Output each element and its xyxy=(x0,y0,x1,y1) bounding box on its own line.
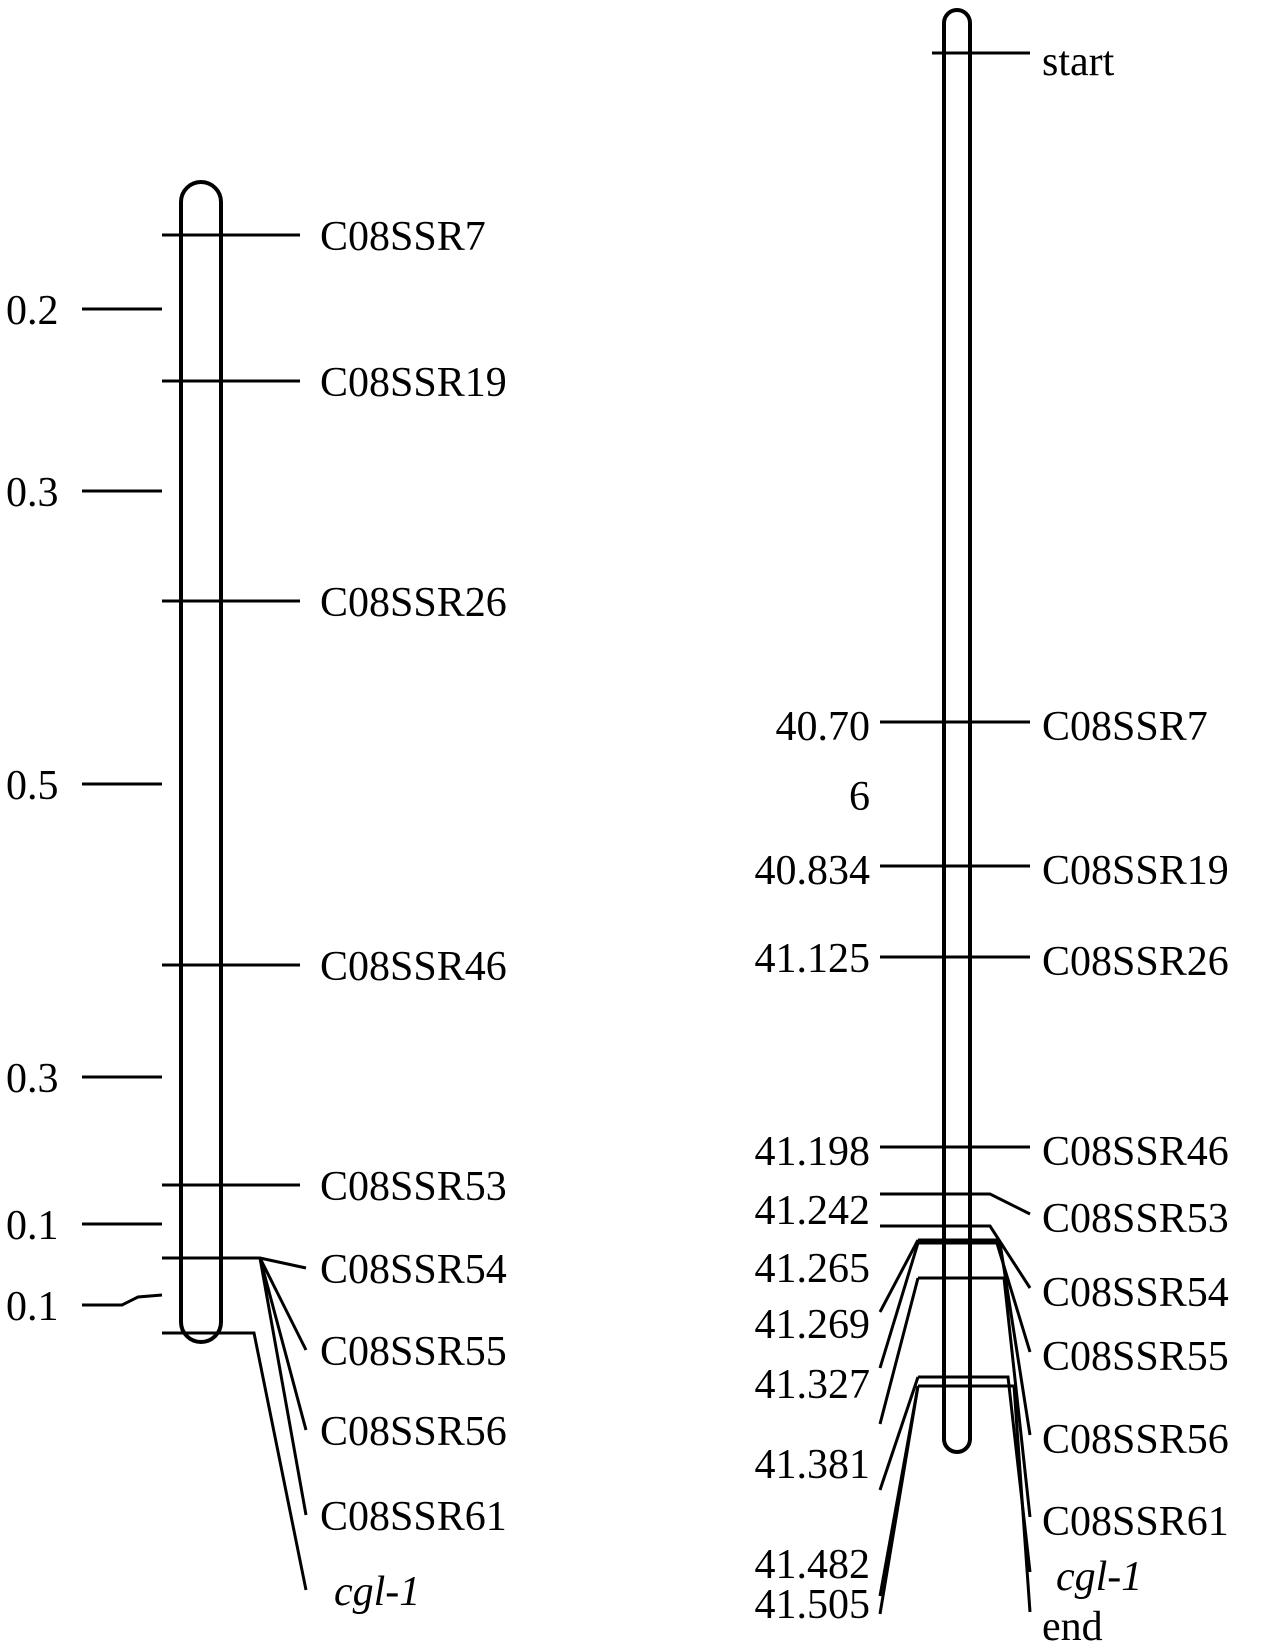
right-start-label: start xyxy=(1042,39,1115,85)
right-position-label: 41.242 xyxy=(755,1188,871,1234)
right-gene-label: cgl-1 xyxy=(1056,1554,1142,1600)
right-physical-map: start C08SSR7 C08SSR19 C08SSR26 C08SSR46… xyxy=(755,8,1229,1648)
right-position-label: 6 xyxy=(849,774,870,820)
left-marker-line-c08ssr61 xyxy=(258,1257,308,1516)
right-marker-label: C08SSR61 xyxy=(1042,1499,1229,1545)
left-linkage-map: C08SSR7 C08SSR19 C08SSR26 C08SSR46 C08SS… xyxy=(6,180,507,1615)
left-marker-label: C08SSR7 xyxy=(320,214,486,260)
left-marker-label: C08SSR53 xyxy=(320,1164,507,1210)
right-marker-line-c08ssr55 xyxy=(918,1238,1032,1353)
right-marker-label: C08SSR56 xyxy=(1042,1417,1229,1463)
right-position-connector xyxy=(878,1242,920,1369)
left-marker-label: C08SSR56 xyxy=(320,1409,507,1455)
right-marker-label: C08SSR53 xyxy=(1042,1196,1229,1242)
right-marker-line-c08ssr53 xyxy=(880,1192,1031,1216)
right-marker-line-c08ssr56 xyxy=(918,1241,1032,1436)
left-chromosome-bar xyxy=(179,180,223,1344)
left-marker-line-c08ssr56 xyxy=(258,1257,308,1431)
left-interval-label: 0.2 xyxy=(6,288,59,334)
right-position-label: 41.505 xyxy=(755,1582,871,1628)
right-end-label: end xyxy=(1042,1604,1103,1648)
left-marker-line-cgl-1 xyxy=(162,1331,308,1591)
right-position-label: 41.125 xyxy=(755,936,871,982)
right-marker-label: C08SSR54 xyxy=(1042,1270,1229,1316)
right-chromosome-bar xyxy=(942,8,972,1454)
right-marker-label: C08SSR46 xyxy=(1042,1129,1229,1175)
right-marker-line-c08ssr61 xyxy=(918,1276,1032,1518)
left-interval-line xyxy=(82,1293,163,1307)
right-position-label: 40.70 xyxy=(776,704,871,750)
right-position-connector xyxy=(878,1239,920,1313)
right-marker-line-c08ssr54 xyxy=(918,1224,1032,1289)
right-position-label: 41.482 xyxy=(755,1542,871,1588)
right-marker-line-cgl-1 xyxy=(918,1375,1032,1573)
left-marker-label: C08SSR46 xyxy=(320,944,507,990)
right-position-label: 41.269 xyxy=(755,1302,871,1348)
right-position-connector xyxy=(878,1277,920,1425)
left-interval-label: 0.1 xyxy=(6,1203,59,1249)
left-marker-label: C08SSR55 xyxy=(320,1329,507,1375)
left-interval-label: 0.5 xyxy=(6,763,59,809)
right-position-connector xyxy=(878,1376,920,1491)
right-marker-label: C08SSR55 xyxy=(1042,1334,1229,1380)
right-position-label: 41.381 xyxy=(755,1442,871,1488)
right-position-label: 41.265 xyxy=(755,1246,871,1292)
left-marker-label: C08SSR61 xyxy=(320,1494,507,1540)
right-marker-line-end xyxy=(918,1384,1032,1613)
right-marker-label: C08SSR26 xyxy=(1042,939,1229,985)
left-marker-label: C08SSR54 xyxy=(320,1247,507,1293)
left-interval-label: 0.3 xyxy=(6,1056,59,1102)
left-interval-label: 0.1 xyxy=(6,1284,59,1330)
left-marker-line-c08ssr55 xyxy=(258,1257,308,1351)
left-marker-label: C08SSR26 xyxy=(320,580,507,626)
right-position-label: 40.834 xyxy=(755,848,871,894)
left-gene-label: cgl-1 xyxy=(334,1569,420,1615)
right-position-connector xyxy=(878,1385,920,1615)
left-marker-label: C08SSR19 xyxy=(320,360,507,406)
left-interval-label: 0.3 xyxy=(6,470,59,516)
right-position-label: 41.327 xyxy=(755,1362,871,1408)
right-position-label: 41.198 xyxy=(755,1129,871,1175)
right-marker-label: C08SSR7 xyxy=(1042,704,1208,750)
right-marker-label: C08SSR19 xyxy=(1042,848,1229,894)
